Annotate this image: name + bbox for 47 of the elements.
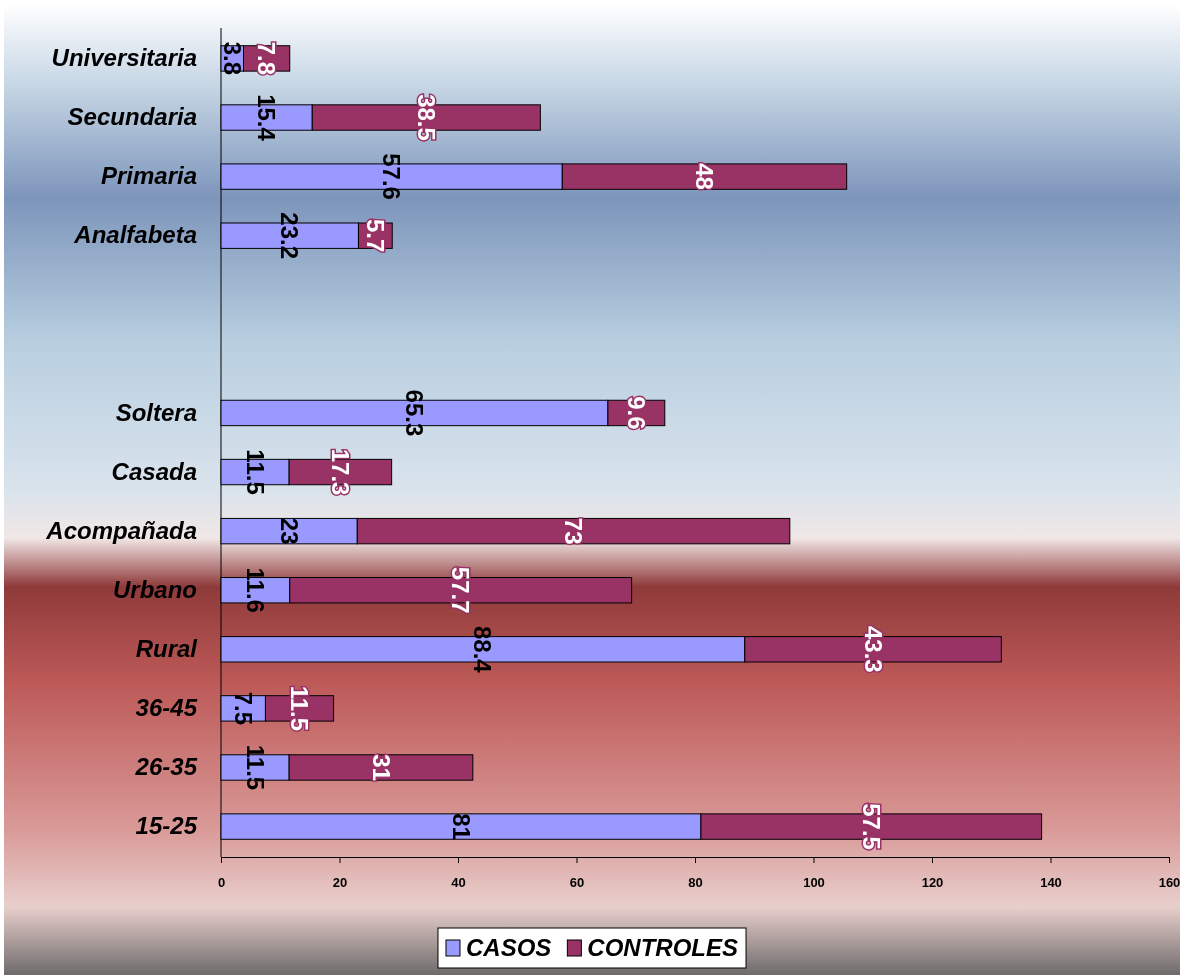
y-tick-label: Urbano <box>113 575 197 603</box>
legend-label: CASOS <box>465 934 552 962</box>
data-label: 23.2 <box>276 212 304 260</box>
data-label: 9.6 <box>622 396 650 430</box>
data-label: 57.7 <box>447 566 475 614</box>
data-label: 17.3 <box>326 448 354 496</box>
data-label: 38.5 <box>412 94 440 141</box>
data-label: 11.5 <box>241 744 269 791</box>
data-label: 73 <box>560 517 588 545</box>
x-tick-label: 160 <box>1158 874 1181 890</box>
data-label: 5.7 <box>361 219 389 253</box>
y-tick-label: 15-25 <box>135 812 198 840</box>
y-tick-label: Universitaria <box>51 44 197 72</box>
y-tick-label: Secundaria <box>67 103 197 131</box>
x-tick-label: 120 <box>921 874 944 890</box>
data-label: 15.4 <box>253 94 281 142</box>
data-label: 11.6 <box>241 567 269 613</box>
data-label: 23 <box>275 517 303 545</box>
y-tick-label: Soltera <box>115 398 197 426</box>
y-tick-label: 36-45 <box>135 694 198 722</box>
data-label: 7.8 <box>253 41 281 76</box>
data-label: 65.3 <box>401 389 429 437</box>
x-tick-label: 40 <box>451 874 466 890</box>
x-tick-label: 60 <box>569 874 585 890</box>
data-label: 88.4 <box>469 625 497 674</box>
x-tick-label: 140 <box>1040 874 1062 890</box>
data-label: 11.5 <box>286 685 314 732</box>
data-label: 81 <box>447 813 475 840</box>
legend-label: CONTROLES <box>587 934 739 962</box>
x-tick-label: 100 <box>803 874 825 890</box>
data-label: 3.8 <box>218 41 246 76</box>
y-tick-label: Casada <box>111 457 197 485</box>
x-tick-label: 80 <box>688 874 703 890</box>
x-tick-label: 20 <box>332 874 348 890</box>
x-tick-label: 0 <box>217 874 226 890</box>
data-label: 57.5 <box>857 803 885 850</box>
data-label: 11.5 <box>241 449 269 495</box>
data-label: 7.5 <box>229 691 257 726</box>
y-tick-label: Rural <box>135 634 199 662</box>
data-label: 57.6 <box>378 153 406 200</box>
y-tick-label: 26-35 <box>134 753 198 781</box>
y-tick-label: Analfabeta <box>73 221 197 249</box>
data-label: 43.3 <box>859 625 887 673</box>
data-label: 48 <box>691 163 719 190</box>
data-label: 31 <box>367 754 395 781</box>
y-tick-label: Primaria <box>100 162 197 190</box>
y-tick-label: Acompañada <box>45 516 197 544</box>
